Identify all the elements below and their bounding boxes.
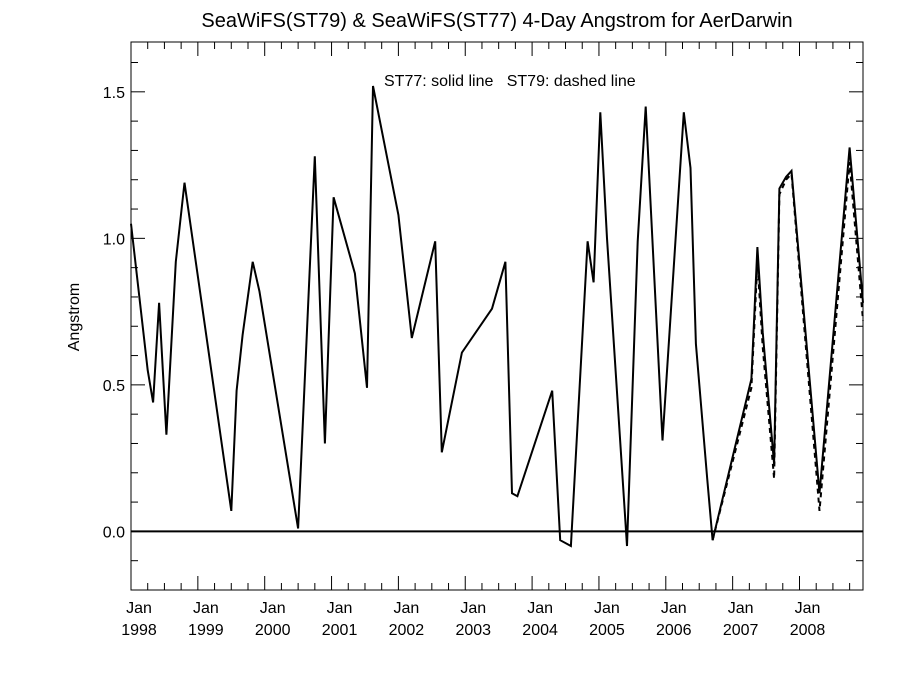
x-tick-year: 1998 — [121, 622, 157, 639]
x-tick-label: Jan 2001 — [322, 600, 358, 639]
y-tick-label: 1.5 — [103, 85, 125, 102]
x-tick-year: 1999 — [188, 622, 224, 639]
x-tick-label: Jan 2003 — [455, 600, 491, 639]
y-tick-labels: 0.0 0.5 1.0 1.5 — [103, 85, 125, 542]
x-tick-month: Jan — [728, 600, 754, 617]
x-tick-label: Jan 2000 — [255, 600, 291, 639]
x-tick-label: Jan 2005 — [589, 600, 625, 639]
x-tick-month: Jan — [327, 600, 353, 617]
x-tick-month: Jan — [594, 600, 620, 617]
x-tick-month: Jan — [527, 600, 553, 617]
x-tick-year: 2001 — [322, 622, 358, 639]
x-tick-month: Jan — [460, 600, 486, 617]
x-tick-label: Jan 2008 — [790, 600, 826, 639]
x-tick-year: 2002 — [389, 622, 425, 639]
chart-title: SeaWiFS(ST79) & SeaWiFS(ST77) 4-Day Angs… — [201, 10, 792, 32]
x-tick-year: 2004 — [522, 622, 558, 639]
x-tick-month: Jan — [260, 600, 286, 617]
x-tick-label: Jan 2006 — [656, 600, 692, 639]
x-tick-month: Jan — [126, 600, 152, 617]
x-tick-month: Jan — [661, 600, 687, 617]
series-style-annotation: ST77: solid line ST79: dashed line — [384, 73, 636, 90]
axis-ticks — [130, 42, 863, 591]
series-group — [130, 85, 864, 548]
x-tick-year: 2006 — [656, 622, 692, 639]
x-tick-year: 2007 — [723, 622, 759, 639]
x-tick-label: Jan 2004 — [522, 600, 558, 639]
plot-frame — [130, 41, 864, 591]
x-tick-month: Jan — [795, 600, 821, 617]
x-tick-label: Jan 1999 — [188, 600, 224, 639]
x-tick-month: Jan — [193, 600, 219, 617]
y-tick-label: 0.5 — [103, 378, 125, 395]
x-tick-year: 2000 — [255, 622, 291, 639]
x-tick-label: Jan 1998 — [121, 600, 157, 639]
series-line-st77 — [130, 85, 864, 548]
y-tick-label: 1.0 — [103, 231, 125, 248]
x-tick-year: 2005 — [589, 622, 625, 639]
series-line-st79 — [711, 162, 864, 541]
x-tick-label: Jan 2007 — [723, 600, 759, 639]
x-tick-year: 2003 — [455, 622, 491, 639]
y-tick-label: 0.0 — [103, 524, 125, 541]
x-tick-month: Jan — [393, 600, 419, 617]
x-tick-year: 2008 — [790, 622, 826, 639]
x-tick-labels: Jan 1998 Jan 1999 Jan 2000 Jan 2001 Jan 2002 Jan 20… — [121, 600, 825, 639]
x-tick-label: Jan 2002 — [389, 600, 425, 639]
y-axis-label: Angstrom — [66, 283, 83, 351]
